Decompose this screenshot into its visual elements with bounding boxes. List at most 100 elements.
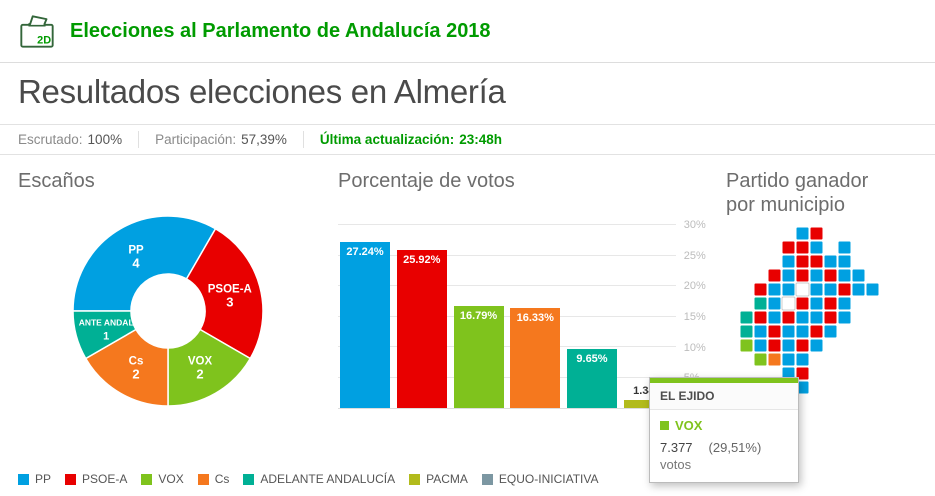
map-cell[interactable]: [823, 282, 838, 297]
bar-PSOE-A[interactable]: 25.92%: [396, 249, 447, 408]
map-cell[interactable]: [781, 310, 796, 325]
legend-label: Cs: [214, 472, 230, 486]
map-cell[interactable]: [809, 254, 824, 269]
map-cell[interactable]: [767, 324, 782, 339]
map-cell[interactable]: [753, 352, 768, 367]
donut-segment-ADELANTE ANDALUCÍA[interactable]: [72, 310, 137, 360]
map-cell[interactable]: [781, 352, 796, 367]
map-cell[interactable]: [781, 324, 796, 339]
map-cell[interactable]: [767, 296, 782, 311]
y-axis-tick-label: 30%: [683, 219, 706, 232]
map-cell[interactable]: [795, 268, 810, 283]
map-cell[interactable]: [739, 310, 754, 325]
map-cell[interactable]: [837, 296, 852, 311]
legend-swatch-icon: [409, 473, 421, 485]
map-cell[interactable]: [809, 227, 824, 241]
map-cell[interactable]: [837, 254, 852, 269]
map-cell[interactable]: [781, 268, 796, 283]
legend-label: ADELANTE ANDALUCÍA: [260, 472, 396, 486]
map-cell[interactable]: [823, 296, 838, 311]
map-cell[interactable]: [795, 366, 810, 381]
map-cell[interactable]: [753, 282, 768, 297]
map-cell[interactable]: [795, 254, 810, 269]
map-cell[interactable]: [795, 282, 810, 297]
site-title: Elecciones al Parlamento de Andalucía 20…: [70, 19, 491, 42]
map-cell[interactable]: [753, 310, 768, 325]
bar-Cs[interactable]: 16.33%: [510, 308, 561, 408]
donut-segment-PP[interactable]: [72, 215, 217, 312]
map-cell[interactable]: [795, 227, 810, 241]
map-cell[interactable]: [809, 240, 824, 255]
map-cell[interactable]: [809, 282, 824, 297]
donut-label: PSOE-A: [208, 283, 252, 295]
votes-axis: 5%10%15%20%25%30%: [676, 219, 718, 409]
map-cell[interactable]: [781, 240, 796, 255]
map-cell[interactable]: [837, 268, 852, 283]
bar-PP[interactable]: 27.24%: [340, 241, 390, 408]
map-cell[interactable]: [795, 338, 810, 353]
gridline: [338, 224, 676, 226]
map-cell[interactable]: [767, 338, 782, 353]
map-cell[interactable]: [767, 268, 782, 283]
map-cell[interactable]: [823, 324, 838, 339]
map-cell[interactable]: [823, 254, 838, 269]
map-cell[interactable]: [781, 254, 796, 269]
map-cell[interactable]: [795, 310, 810, 325]
map-cell[interactable]: [809, 296, 824, 311]
map-cell[interactable]: [753, 296, 768, 311]
bar-VOX[interactable]: 16.79%: [453, 305, 504, 408]
donut-seat-count: 2: [132, 366, 139, 381]
legend-label: PACMA: [426, 472, 468, 486]
tooltip-body: VOX 7.377 votos (29,51%): [650, 410, 798, 482]
map-cell[interactable]: [809, 324, 824, 339]
map-section: Partido ganador por municipio: [718, 169, 917, 427]
party-color-square-icon: [660, 421, 669, 430]
map-cell[interactable]: [781, 338, 796, 353]
legend-item-EQUO-INICIATIVA: EQUO-INICIATIVA: [481, 472, 599, 486]
legend: PP PSOE-A VOX Cs ADELANTE ANDALUCÍA PACMA EQUO…: [18, 472, 598, 486]
map-cell[interactable]: [739, 324, 754, 339]
bar-value-label: 9.65%: [576, 353, 608, 366]
seats-section: Escaños PP 4 PSOE-A 3 VOX 2 Cs 2 ANTE ANDAL 1: [18, 169, 318, 427]
map-cell[interactable]: [795, 296, 810, 311]
legend-label: EQUO-INICIATIVA: [498, 472, 599, 486]
map-cell[interactable]: [753, 338, 768, 353]
map-cell[interactable]: [837, 310, 852, 325]
map-cell[interactable]: [739, 338, 754, 353]
map-cell[interactable]: [795, 324, 810, 339]
donut-seat-count: 2: [196, 366, 203, 381]
tooltip-municipality: EL EJIDO: [650, 383, 798, 410]
map-cell[interactable]: [823, 310, 838, 325]
map-cell[interactable]: [753, 324, 768, 339]
map-cell[interactable]: [767, 352, 782, 367]
donut-segment-PSOE-A[interactable]: [185, 227, 264, 360]
legend-swatch-icon: [65, 473, 77, 485]
donut-label: PP: [128, 245, 144, 257]
map-cell[interactable]: [851, 268, 866, 283]
legend-swatch-icon: [141, 473, 153, 485]
map-cell[interactable]: [851, 282, 866, 297]
map-cell[interactable]: [809, 338, 824, 353]
votes-title: Porcentaje de votos: [338, 170, 515, 192]
map-cell[interactable]: [837, 282, 852, 297]
map-cell[interactable]: [781, 296, 796, 311]
bar-ADELANTE ANDALUCÍA[interactable]: 9.65%: [567, 349, 617, 408]
map-tooltip: EL EJIDO VOX 7.377 votos (29,51%): [649, 377, 799, 483]
page-title: Resultados elecciones en Almería: [18, 73, 506, 110]
donut-segment-Cs[interactable]: [84, 328, 169, 407]
municipality-map: [739, 227, 879, 394]
map-cell[interactable]: [781, 282, 796, 297]
map-cell[interactable]: [837, 240, 852, 255]
legend-item-PSOE-A: PSOE-A: [65, 472, 127, 486]
update-label: Última actualización:: [319, 132, 455, 147]
map-cell[interactable]: [809, 268, 824, 283]
map-cell[interactable]: [823, 268, 838, 283]
votes-plot: 27.24%25.92%16.79%16.33%9.65%1.34%: [338, 219, 676, 409]
map-cell[interactable]: [865, 282, 879, 297]
map-cell[interactable]: [767, 310, 782, 325]
map-cell[interactable]: [795, 240, 810, 255]
map-cell[interactable]: [795, 352, 810, 367]
map-cell[interactable]: [767, 282, 782, 297]
map-cell[interactable]: [809, 310, 824, 325]
donut-segment-VOX[interactable]: [167, 328, 252, 407]
